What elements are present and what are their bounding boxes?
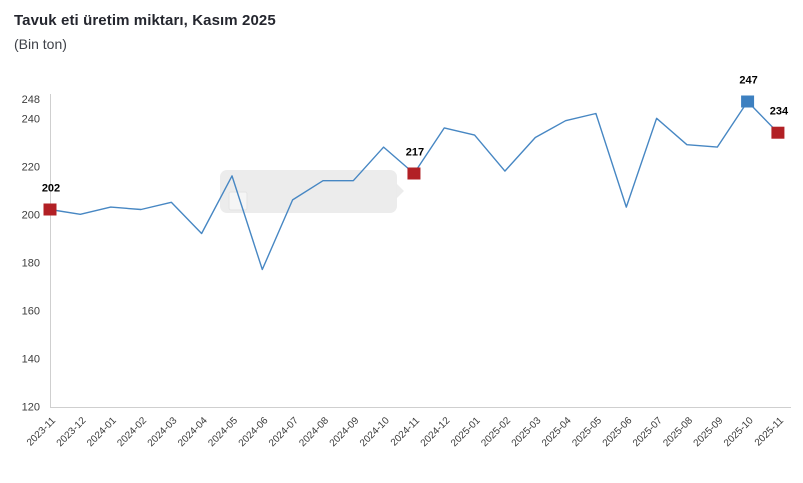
svg-text:2024-08: 2024-08 — [297, 415, 331, 449]
svg-text:2024-09: 2024-09 — [328, 415, 362, 449]
svg-text:2024-02: 2024-02 — [115, 415, 149, 449]
x-axis-tick-label: 2024-02 — [115, 415, 149, 449]
svg-text:2025-01: 2025-01 — [449, 415, 483, 449]
x-axis-tick-label: 2024-10 — [358, 415, 392, 449]
x-axis-tick-label: 2024-11 — [389, 415, 423, 449]
x-axis-tick-label: 2024-08 — [297, 415, 331, 449]
x-axis-tick-label: 2024-05 — [206, 415, 240, 449]
data-point-label-2025-11: 234 — [770, 106, 789, 118]
x-axis-tick-label: 2023-11 — [25, 415, 59, 449]
chart-title: Tavuk eti üretim miktarı, Kasım 2025 — [14, 12, 276, 29]
x-axis-tick-label: 2025-09 — [692, 415, 726, 449]
svg-text:2023-12: 2023-12 — [55, 415, 89, 449]
x-axis-tick-label: 2024-04 — [176, 415, 210, 449]
x-axis-tick-label: 2025-08 — [661, 415, 695, 449]
hover-tooltip — [220, 170, 404, 213]
y-axis-tick-label: 200 — [22, 209, 40, 221]
data-point-marker-2023-11[interactable] — [43, 203, 57, 216]
svg-text:2025-10: 2025-10 — [722, 415, 756, 449]
x-axis-tick-label: 2025-05 — [570, 415, 604, 449]
x-axis-tick-label: 2025-10 — [722, 415, 756, 449]
data-point-marker-2024-11[interactable] — [407, 167, 421, 180]
x-axis-tick-label: 2025-01 — [449, 415, 483, 449]
svg-text:2025-07: 2025-07 — [631, 415, 665, 449]
x-axis-tick-label: 2025-07 — [631, 415, 665, 449]
y-axis-tick-label: 220 — [22, 161, 40, 173]
x-axis-tick-label: 2023-12 — [55, 415, 89, 449]
production-series-line — [49, 100, 779, 271]
y-axis-tick-label: 120 — [22, 401, 40, 413]
x-axis-tick-label: 2025-03 — [510, 415, 544, 449]
svg-text:2025-11: 2025-11 — [753, 415, 787, 449]
x-axis-tick-label: 2025-04 — [540, 415, 574, 449]
svg-text:2024-10: 2024-10 — [358, 415, 392, 449]
x-axis-tick-label: 2024-07 — [267, 415, 301, 449]
data-point-label-2024-11: 217 — [406, 147, 424, 159]
svg-text:2025-04: 2025-04 — [540, 415, 574, 449]
y-axis-tick-label: 248 — [22, 94, 40, 106]
y-axis-tick-label: 160 — [22, 305, 40, 317]
svg-text:2024-05: 2024-05 — [206, 415, 240, 449]
svg-text:2025-09: 2025-09 — [692, 415, 726, 449]
svg-text:2024-07: 2024-07 — [267, 415, 301, 449]
x-axis-tick-label: 2025-02 — [479, 415, 513, 449]
svg-text:2025-03: 2025-03 — [510, 415, 544, 449]
svg-text:2025-02: 2025-02 — [479, 415, 513, 449]
x-axis-tick-label: 2024-01 — [85, 415, 119, 449]
svg-text:2024-06: 2024-06 — [237, 415, 271, 449]
svg-text:2024-01: 2024-01 — [85, 415, 119, 449]
svg-text:2025-05: 2025-05 — [570, 415, 604, 449]
svg-text:2024-03: 2024-03 — [146, 415, 180, 449]
y-axis-tick-label: 180 — [22, 257, 40, 269]
data-point-label-2023-11: 202 — [42, 183, 60, 195]
chart-subtitle: (Bin ton) — [14, 36, 67, 52]
tooltip-placeholder-icon — [228, 191, 248, 211]
x-axis-tick-label: 2024-09 — [328, 415, 362, 449]
data-point-marker-2025-11[interactable] — [771, 126, 785, 139]
data-point-label-2025-10: 247 — [739, 75, 757, 87]
svg-text:2025-08: 2025-08 — [661, 415, 695, 449]
svg-text:2024-04: 2024-04 — [176, 415, 210, 449]
x-axis-tick-label: 2024-06 — [237, 415, 271, 449]
x-axis-tick-label: 2024-12 — [419, 415, 453, 449]
y-axis-tick-label: 140 — [22, 353, 40, 365]
svg-text:2023-11: 2023-11 — [25, 415, 59, 449]
x-axis-tick-label: 2024-03 — [146, 415, 180, 449]
x-axis-tick-label: 2025-11 — [753, 415, 787, 449]
svg-text:2025-06: 2025-06 — [601, 415, 635, 449]
data-point-marker-2025-10[interactable] — [741, 95, 755, 108]
x-axis-tick-label: 2025-06 — [601, 415, 635, 449]
svg-text:2024-12: 2024-12 — [419, 415, 453, 449]
y-axis-tick-label: 240 — [22, 113, 40, 125]
svg-text:2024-11: 2024-11 — [389, 415, 423, 449]
